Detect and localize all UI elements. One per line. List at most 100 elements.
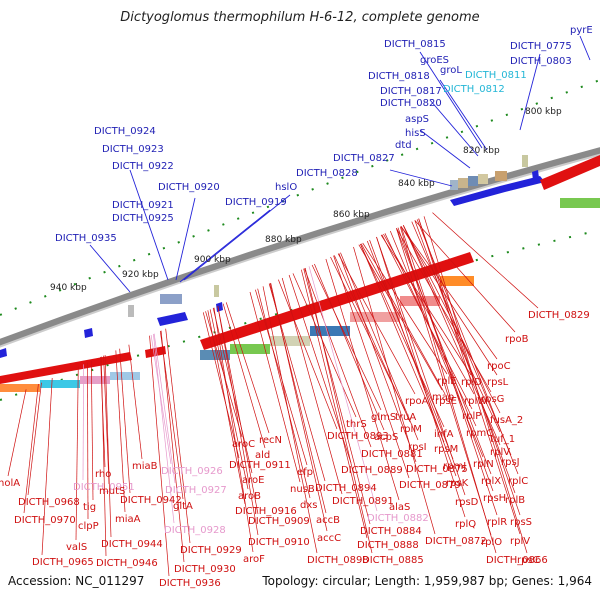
gene-label: DICTH_0893 [327,431,389,442]
gene-label: acpS [374,432,398,443]
connector-line [304,267,373,554]
gene-label: rpsJ [501,457,520,468]
feature-segment [350,312,400,322]
feature-segment [80,376,110,384]
gene-label: rpsG [481,394,504,405]
gene-label: rpsM [434,444,458,455]
connector-line [262,286,318,554]
gene-label: rpoB [505,334,529,345]
gene-label: pyrE [570,25,593,36]
connector-line [419,51,483,149]
gene-label: DICTH_0923 [102,144,164,155]
gene-label: hslO [275,182,297,193]
axis-tick-label: 880 kbp [265,235,302,245]
gene-label: DICTH_0965 [32,557,94,568]
gene-label: DICTH_0927 [165,485,227,496]
forward-gene-block [84,328,93,338]
gene-label: fusA_2 [490,415,523,426]
outer-tick-ring [0,79,600,316]
connector-line [423,216,528,554]
axis-tick-label: 940 kbp [50,283,87,293]
gene-label: rplP [462,411,481,422]
connector-line [175,197,196,281]
gene-label: rpmC [466,428,493,439]
gene-label: DICTH_0921 [112,200,174,211]
gene-label: rplN [473,459,494,470]
connector-line [303,268,371,525]
gene-label: DICTH_0970 [14,515,76,526]
gene-label: mutS [99,486,125,497]
connector-line [222,303,266,449]
gene-label: aroB [238,491,261,502]
gene-label: rplX [481,476,501,487]
gene-label: rpoC [487,361,511,372]
feature-segment [478,174,488,184]
label-connectors [7,35,591,577]
connector-line [269,283,327,514]
connector-line [82,364,84,481]
reverse-gene-block [0,352,132,384]
gene-label: DICTH_0926 [161,466,223,477]
gene-label: rpsS [510,517,532,528]
genome-backbone [0,147,600,347]
gene-label: holA [0,478,20,489]
connector-line [128,344,143,460]
gene-label: DICTH_0875 [406,464,468,475]
gene-label: DICTH_0930 [174,564,236,575]
gene-label: groL [440,65,462,76]
connector-line [119,348,131,494]
gene-label: recN [259,435,282,446]
gene-label: DICTH_0946 [96,558,158,569]
gene-label: DICTH_0815 [384,39,446,50]
gene-label: nusB [290,484,315,495]
connector-line [103,355,110,485]
axis-tick-labels: 800 kbp 820 kbp 840 kbp 860 kbp 880 kbp … [50,107,562,293]
gene-label: aroE [242,475,264,486]
gene-label: tuf_1 [490,434,515,445]
connector-line [400,226,498,360]
feature-segment [560,198,600,208]
gene-label: DICTH_0920 [158,182,220,193]
gene-label: DICTH_0929 [180,545,242,556]
gene-label: DICTH_0910 [248,537,310,548]
gene-label: rpsI [408,442,427,453]
connector-line [150,334,172,465]
gene-label: DICTH_0936 [159,578,221,589]
connector-line [27,382,42,496]
connector-line [353,246,436,535]
axis-tick-label: 820 kbp [463,146,500,156]
gene-label: DICTH_0828 [296,168,358,179]
connector-line [225,302,270,434]
gene-label: DICTH_0944 [101,539,163,550]
gene-label: rplR [487,517,507,528]
connector-line [129,169,169,281]
gene-label: DICTH_0881 [361,449,423,460]
gene-label: rpsC [517,555,540,566]
gene-label: rplE [437,376,457,387]
gene-label: DICTH_0885 [362,555,424,566]
gene-label: DICTH_0935 [55,233,117,244]
gene-label: aroC [232,439,255,450]
gene-label: DICTH_0879 [399,480,461,491]
connector-line [292,273,357,418]
feature-segment [458,178,468,188]
connector-line [400,226,498,516]
gene-label: ald [255,450,270,461]
gene-label: miaA [115,514,141,525]
connector-line [399,226,497,554]
gene-label: DICTH_0872 [425,536,487,547]
gene-label: rplW [464,396,487,407]
accession-text: Accession: NC_011297 [8,574,145,588]
gene-label: valS [66,542,87,553]
connector-line [217,305,259,536]
connector-line [23,383,39,514]
gene-label: DICTH_0866 [486,555,548,566]
gene-label: DICTH_0911 [229,460,291,471]
gene-label: rpsE [435,396,457,407]
gene-label: DICTH_0882 [367,513,429,524]
axis-tick-label: 800 kbp [525,107,562,117]
gene-label: accC [317,533,341,544]
gene-label: hisS [405,128,426,139]
gene-label: DICTH_0818 [368,71,430,82]
